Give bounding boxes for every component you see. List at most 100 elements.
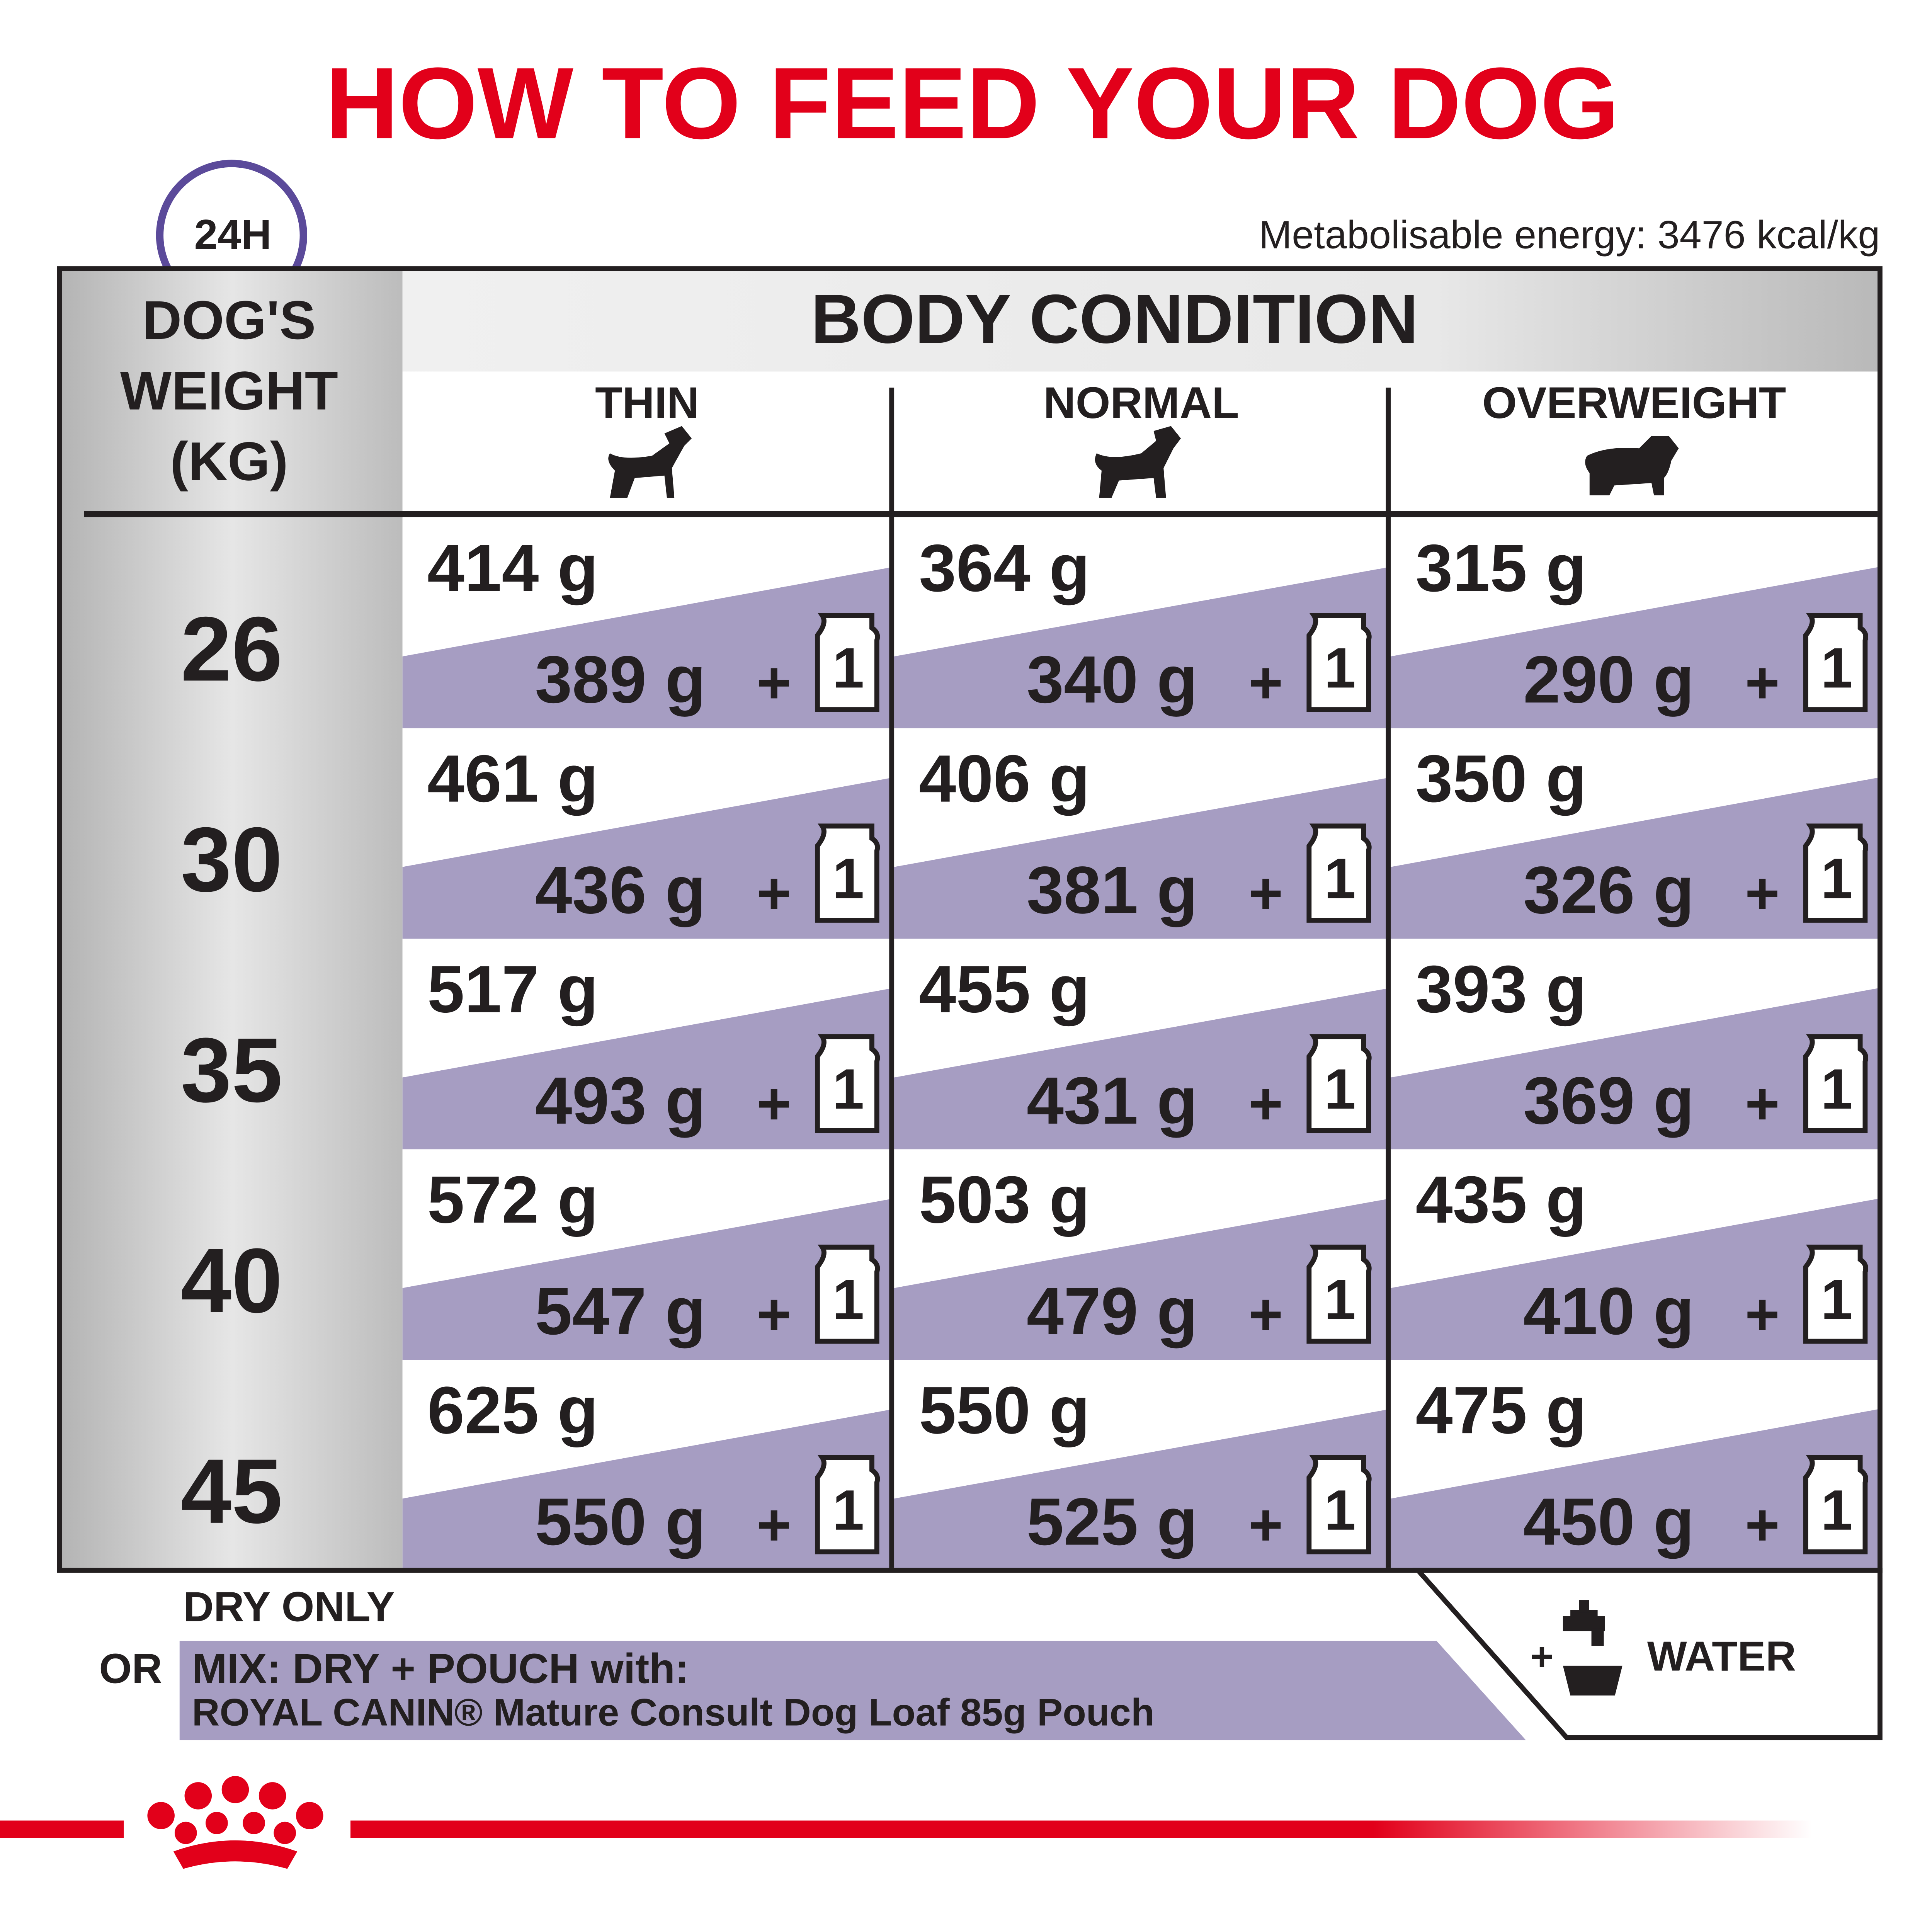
pouch-icon	[1803, 1034, 1868, 1133]
pouch-icon	[1306, 1455, 1372, 1554]
mix-amount: 450 g	[1523, 1484, 1694, 1559]
plus: +	[1248, 649, 1283, 716]
rows: DOG'S WEIGHT (KG) THIN NORMAL OVERWEIGHT 26 414…	[120, 289, 1878, 1571]
mix-amount: 550 g	[535, 1484, 706, 1559]
header-white	[402, 371, 1878, 514]
pouch-count: 1	[1821, 847, 1852, 910]
plus: +	[1248, 860, 1283, 926]
title: HOW TO FEED YOUR DOG	[325, 46, 1619, 160]
mix-band	[894, 988, 1388, 1150]
plus: +	[757, 1070, 791, 1137]
dry-amount: 350 g	[1415, 741, 1587, 816]
pouch-count: 1	[833, 1268, 864, 1332]
mix-band	[1391, 777, 1878, 939]
or: OR	[99, 1645, 162, 1692]
dry-amount: 475 g	[1415, 1372, 1587, 1447]
dry-amount: 503 g	[919, 1162, 1090, 1237]
plus: +	[1745, 1281, 1780, 1347]
pouch-icon	[1803, 1245, 1868, 1344]
badge-bg	[173, 213, 291, 263]
mix-amount: 410 g	[1523, 1274, 1694, 1349]
brand-line	[350, 1820, 1812, 1838]
water-box	[1412, 1568, 1883, 1740]
mix-amount: 493 g	[535, 1063, 706, 1138]
mix-amount: 389 g	[535, 642, 706, 717]
pouch-count: 1	[1821, 1058, 1852, 1121]
mix-amount: 547 g	[535, 1274, 706, 1349]
pouch-count: 1	[1821, 1479, 1852, 1542]
crown-logo	[147, 1776, 323, 1869]
plus: +	[1248, 1281, 1283, 1347]
energy: Metabolisable energy: 3476 kcal/kg	[1259, 212, 1880, 257]
weight: 35	[180, 1019, 282, 1121]
dry-amount: 517 g	[427, 951, 599, 1026]
plus: +	[757, 860, 791, 926]
table-frame	[57, 266, 1883, 1573]
mix-amount: 479 g	[1027, 1274, 1198, 1349]
water: WATER	[1647, 1633, 1796, 1680]
mix-band	[894, 1199, 1388, 1360]
pouch-icon	[1803, 823, 1868, 923]
dog-icon	[608, 426, 692, 498]
weight: 26	[180, 598, 282, 700]
brand-line	[0, 1820, 124, 1838]
weight: 40	[180, 1230, 282, 1332]
mix-band	[402, 1409, 892, 1571]
pouch-icon	[1306, 613, 1372, 712]
mix-band	[179, 1641, 1526, 1740]
pouch-icon	[815, 613, 880, 712]
weight: 30	[180, 808, 282, 911]
dry-amount: 455 g	[919, 951, 1090, 1026]
pouch-icon	[815, 1245, 880, 1344]
pouch-icon	[1306, 823, 1372, 923]
mix-amount: 369 g	[1523, 1063, 1694, 1138]
column-header: THIN	[595, 378, 699, 428]
mix-band	[894, 567, 1388, 728]
mix: MIX: DRY + POUCH with:	[192, 1645, 689, 1692]
column-header: NORMAL	[1043, 378, 1239, 428]
pouch-icon	[1803, 1455, 1868, 1554]
dog-icon	[1585, 436, 1679, 496]
pouch-count: 1	[833, 1479, 864, 1542]
column-header: OVERWEIGHT	[1482, 378, 1786, 428]
weight-header: WEIGHT	[120, 360, 338, 421]
dry-amount: 435 g	[1415, 1162, 1587, 1237]
dry-amount: 364 g	[919, 531, 1090, 605]
pouch-count: 1	[1821, 1268, 1852, 1332]
weight: 45	[180, 1440, 282, 1543]
badge: 24H	[194, 211, 272, 258]
mix-band	[894, 777, 1388, 939]
weight-header: DOG'S	[143, 289, 316, 350]
mix-band	[1391, 567, 1878, 728]
pouch-count: 1	[833, 847, 864, 910]
pouch-icon	[1803, 613, 1868, 712]
plus: +	[757, 1492, 791, 1558]
water-icon	[1563, 1600, 1622, 1696]
pouch-count: 1	[1324, 636, 1356, 700]
mix-band	[1391, 1409, 1878, 1571]
dry-amount: 393 g	[1415, 951, 1587, 1026]
plus: +	[1745, 649, 1780, 716]
pouch-count: 1	[1324, 847, 1356, 910]
mix-amount: 326 g	[1523, 852, 1694, 927]
pouch-icon	[1306, 1245, 1372, 1344]
pouch-count: 1	[833, 636, 864, 700]
plus: +	[1745, 860, 1780, 926]
mix-amount: 525 g	[1027, 1484, 1198, 1559]
dry-amount: 550 g	[919, 1372, 1090, 1447]
dry-only: DRY ONLY	[183, 1583, 395, 1630]
dry-amount: 625 g	[427, 1372, 599, 1447]
mix-band	[1391, 988, 1878, 1150]
mix-amount: 340 g	[1027, 642, 1198, 717]
plus: +	[1248, 1070, 1283, 1137]
mix-amount: 436 g	[535, 852, 706, 927]
dry-amount: 406 g	[919, 741, 1090, 816]
plus: +	[1248, 1492, 1283, 1558]
pouch-icon	[815, 823, 880, 923]
pouch-icon	[1306, 1034, 1372, 1133]
dry-amount: 461 g	[427, 741, 599, 816]
pouch-name: ROYAL CANIN® Mature Consult Dog Loaf 85g…	[192, 1691, 1155, 1734]
pouch-icon	[815, 1455, 880, 1554]
